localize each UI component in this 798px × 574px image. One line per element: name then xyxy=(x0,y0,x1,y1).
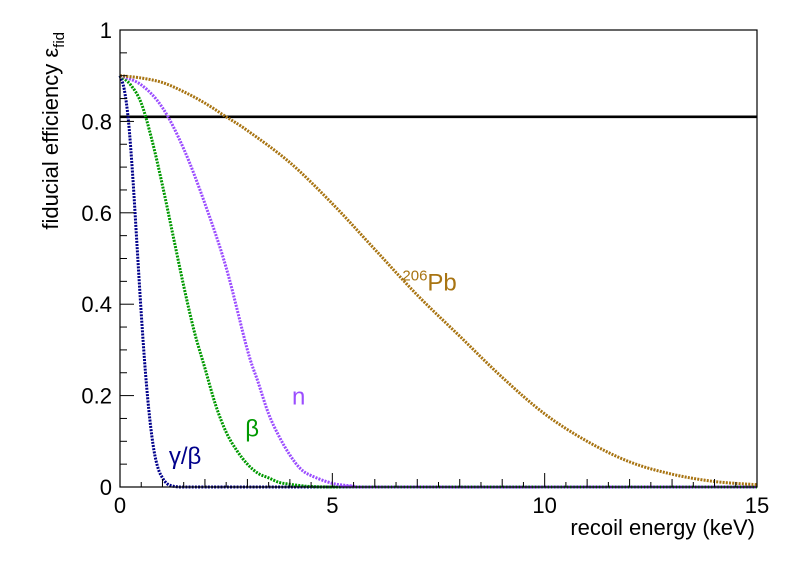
x-tick-label: 5 xyxy=(326,493,338,518)
y-tick-label: 0.6 xyxy=(81,201,112,226)
series-label-beta: β xyxy=(245,416,259,443)
y-axis-title-subscript: fid xyxy=(51,32,68,48)
x-tick-label: 0 xyxy=(114,493,126,518)
series-line-lead-206 xyxy=(119,74,758,487)
series-label-sup-lead-206: 206 xyxy=(402,267,427,284)
y-tick-label: 0.4 xyxy=(81,292,112,317)
y-tick-label: 0.2 xyxy=(81,384,112,409)
y-tick-label: 0.8 xyxy=(81,109,112,134)
y-tick-label: 0 xyxy=(100,475,112,500)
curve-label-layer: γ/β β n 206Pb xyxy=(169,267,457,470)
tick-layer: 0 5 10 15 0 0.2 0.4 0.6 0.8 1 xyxy=(81,18,769,518)
series-label-gamma-beta: γ/β xyxy=(169,443,201,470)
y-axis-title: fiducial efficiency εfid xyxy=(38,32,68,230)
y-tick-label: 1 xyxy=(100,18,112,43)
series-label-lead-206: 206Pb xyxy=(402,267,456,296)
x-tick-label: 15 xyxy=(745,493,769,518)
plot-frame xyxy=(119,29,758,488)
x-axis-title: recoil energy (keV) xyxy=(570,515,755,540)
series-line-gamma-beta xyxy=(118,75,758,489)
y-axis-title-main: fiducial efficiency ε xyxy=(38,48,63,230)
series-label-main-lead-206: Pb xyxy=(427,269,456,296)
x-tick-label: 10 xyxy=(532,493,556,518)
series-label-neutron: n xyxy=(292,384,305,411)
